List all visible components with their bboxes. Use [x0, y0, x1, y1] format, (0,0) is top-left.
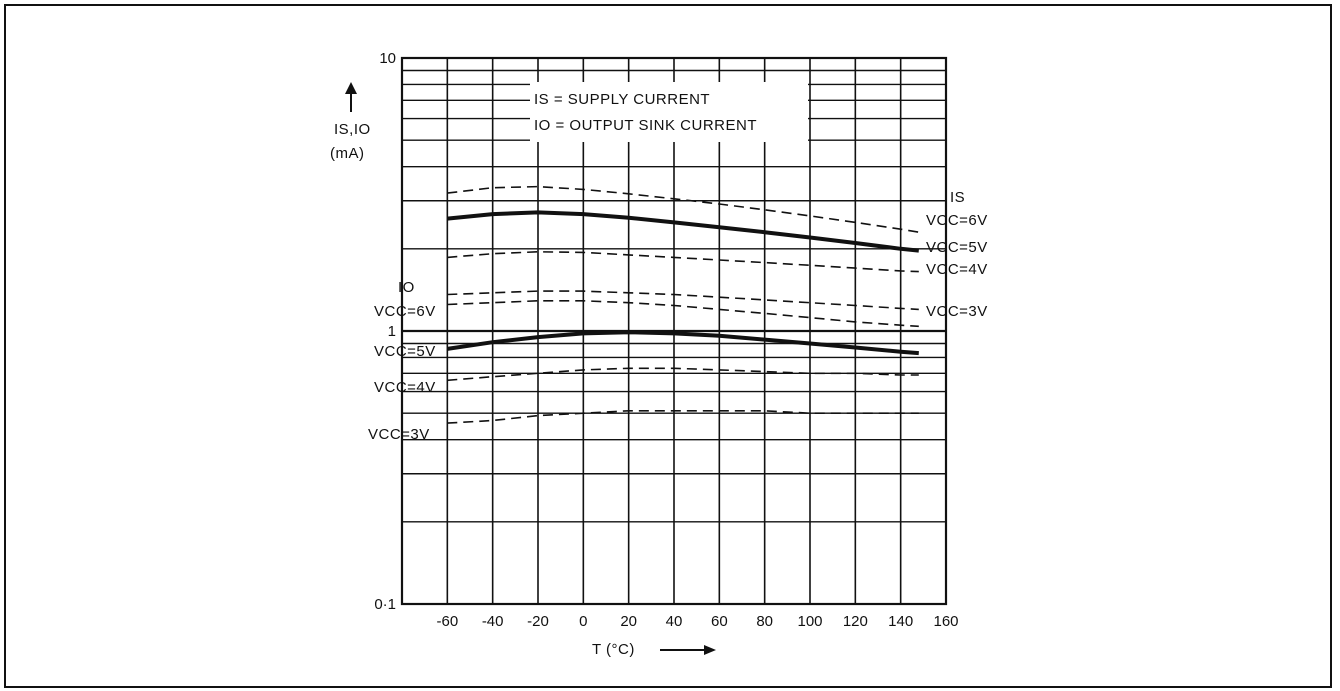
x-tick-label: 20	[620, 613, 637, 630]
legend-box	[530, 82, 808, 142]
io-group-label: IO	[398, 279, 415, 296]
legend-line-1: IS = SUPPLY CURRENT	[534, 91, 710, 108]
x-axis-arrowhead	[704, 645, 716, 655]
is-5v-label: VCC=5V	[926, 239, 988, 256]
y-tick-label: 0·1	[374, 596, 396, 613]
io-4v-label: VCC=4V	[374, 379, 436, 396]
x-tick-label: 160	[933, 613, 958, 630]
series-line	[447, 330, 919, 356]
x-tick-label: 120	[843, 613, 868, 630]
grid	[400, 56, 948, 606]
series-line	[447, 250, 919, 273]
y-tick-label: 10	[379, 50, 396, 67]
x-tick-label: 100	[797, 613, 822, 630]
is-group-label: IS	[950, 189, 965, 206]
x-tick-label: -40	[482, 613, 504, 630]
series-line	[447, 410, 919, 424]
legend-line-2: IO = OUTPUT SINK CURRENT	[534, 117, 757, 134]
figure-frame: -60 -40 -20 0 20 40 60 80 100 120 140 160 10 1 0·1 IS …	[4, 4, 1332, 688]
x-tick-label: -60	[436, 613, 458, 630]
series-line	[447, 290, 919, 311]
series-line	[447, 210, 919, 253]
chart: -60 -40 -20 0 20 40 60 80 100 120 140 160 10 1 0·1 IS …	[330, 50, 988, 658]
y-axis-arrowhead	[345, 82, 357, 94]
y-axis-label: IS,IO	[334, 121, 371, 138]
x-axis-label: T (°C)	[592, 641, 635, 658]
is-3v-label: VCC=3V	[926, 303, 988, 320]
series-line	[447, 300, 919, 328]
x-tick-label: 60	[711, 613, 728, 630]
series-line	[447, 367, 919, 382]
x-tick-label: 80	[756, 613, 773, 630]
io-3v-label: VCC=3V	[368, 426, 430, 443]
x-tick-label: 40	[666, 613, 683, 630]
series-group	[447, 185, 919, 424]
is-6v-label: VCC=6V	[926, 212, 988, 229]
io-6v-label: VCC=6V	[374, 303, 436, 320]
x-tick-label: -20	[527, 613, 549, 630]
io-5v-label: VCC=5V	[374, 343, 436, 360]
is-4v-label: VCC=4V	[926, 261, 988, 278]
tick-labels: -60 -40 -20 0 20 40 60 80 100 120 140 160 10 1 0·1	[374, 50, 958, 630]
x-tick-label: 140	[888, 613, 913, 630]
series-line	[447, 185, 919, 233]
y-axis-unit: (mA)	[330, 145, 365, 162]
y-tick-label: 1	[388, 323, 396, 340]
x-tick-label: 0	[579, 613, 587, 630]
